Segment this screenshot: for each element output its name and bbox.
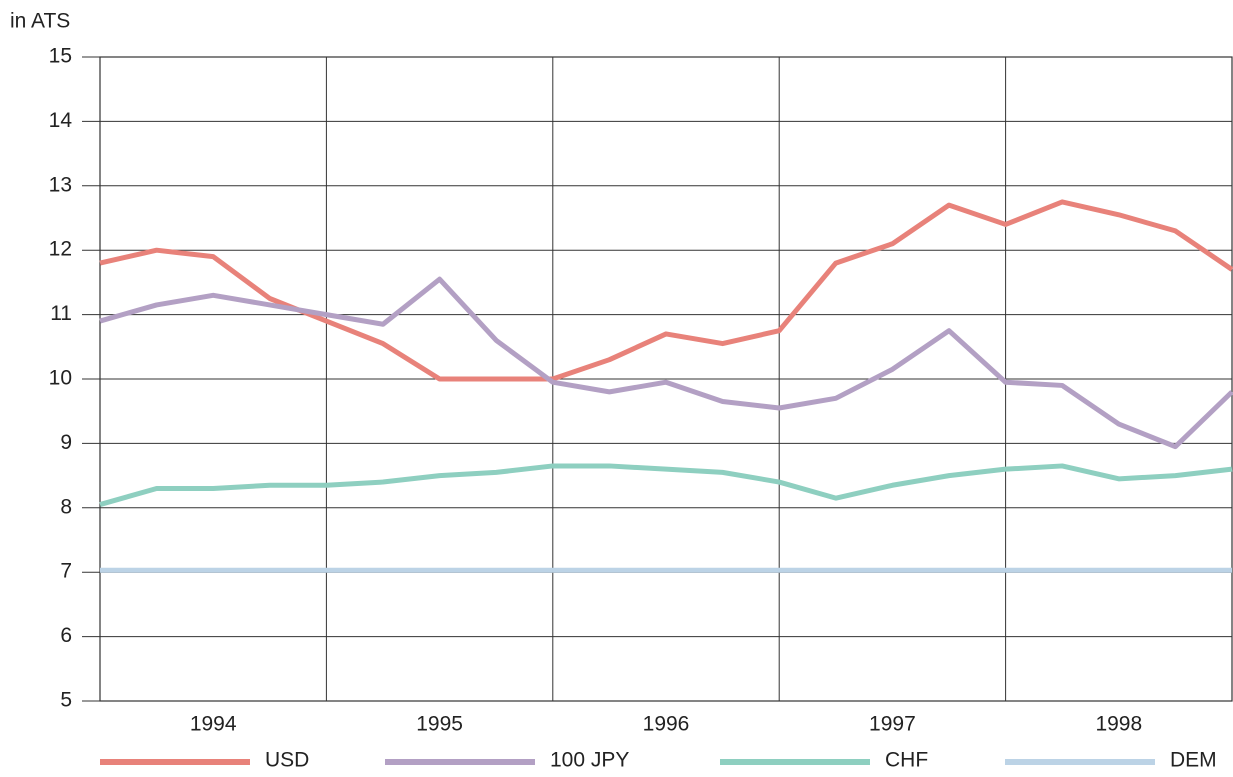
y-tick-label: 8 <box>60 495 72 518</box>
x-tick-label: 1994 <box>190 713 237 736</box>
y-tick-label: 10 <box>49 367 72 390</box>
y-tick-label: 13 <box>49 173 72 196</box>
legend-label: CHF <box>885 749 928 772</box>
x-tick-label: 1996 <box>643 713 690 736</box>
y-tick-label: 7 <box>60 560 72 583</box>
y-tick-label: 9 <box>60 431 72 454</box>
y-tick-label: 15 <box>49 45 72 68</box>
x-tick-label: 1997 <box>869 713 916 736</box>
y-tick-label: 6 <box>60 624 72 647</box>
legend-label: DEM <box>1170 749 1217 772</box>
y-tick-label: 5 <box>60 689 72 712</box>
y-tick-label: 12 <box>49 238 72 261</box>
y-axis-label: in ATS <box>10 10 70 33</box>
x-tick-label: 1998 <box>1095 713 1142 736</box>
series-line <box>99 276 1233 450</box>
y-tick-label: 11 <box>50 302 72 325</box>
x-tick-label: 1995 <box>416 713 463 736</box>
series-line <box>99 463 1233 507</box>
legend-label: 100 JPY <box>550 749 629 772</box>
legend-label: USD <box>265 749 309 772</box>
series-line <box>99 199 1233 382</box>
y-tick-label: 14 <box>49 109 73 132</box>
